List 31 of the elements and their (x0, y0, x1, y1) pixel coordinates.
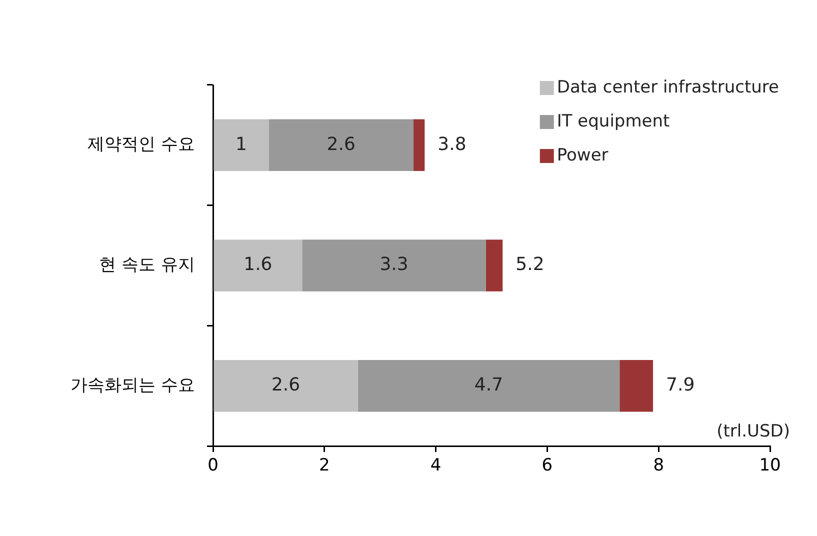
data-label: 4.7 (474, 374, 504, 396)
bar (486, 240, 503, 292)
bar (268, 119, 414, 172)
annotation: (trl.USD) (716, 421, 790, 442)
total-label: 3.8 (438, 134, 466, 155)
total-label: 5.2 (516, 254, 544, 276)
data-label: 2.6 (326, 134, 356, 155)
legend-label: Data center infrastructure (556, 77, 780, 98)
bar (214, 360, 358, 412)
data-label: 2.6 (271, 374, 300, 396)
total-label: 7.9 (666, 374, 695, 396)
data-label: 1.6 (244, 254, 272, 276)
x-tick-label: 2 (318, 456, 330, 476)
y-tick-label: 제약적인 수요 (88, 134, 195, 155)
x-tick-label: 4 (430, 456, 442, 476)
legend-label: IT equipment (556, 111, 670, 132)
x-tick-label: 8 (653, 456, 664, 476)
x-tick-label: 0 (208, 456, 218, 476)
bar (620, 360, 654, 412)
bar (358, 360, 620, 412)
x-tick-label: 6 (542, 456, 553, 476)
bar (214, 119, 269, 172)
data-label: 3.3 (380, 254, 408, 276)
data-label: 1 (236, 134, 247, 155)
bar (214, 240, 302, 292)
y-tick-label: 현 속도 유지 (99, 254, 195, 275)
x-tick-label: 10 (759, 456, 781, 476)
bar (414, 119, 425, 172)
bar (302, 240, 486, 292)
y-tick-label: 가속화되는 수요 (70, 375, 195, 396)
legend-label: Power (556, 145, 608, 166)
